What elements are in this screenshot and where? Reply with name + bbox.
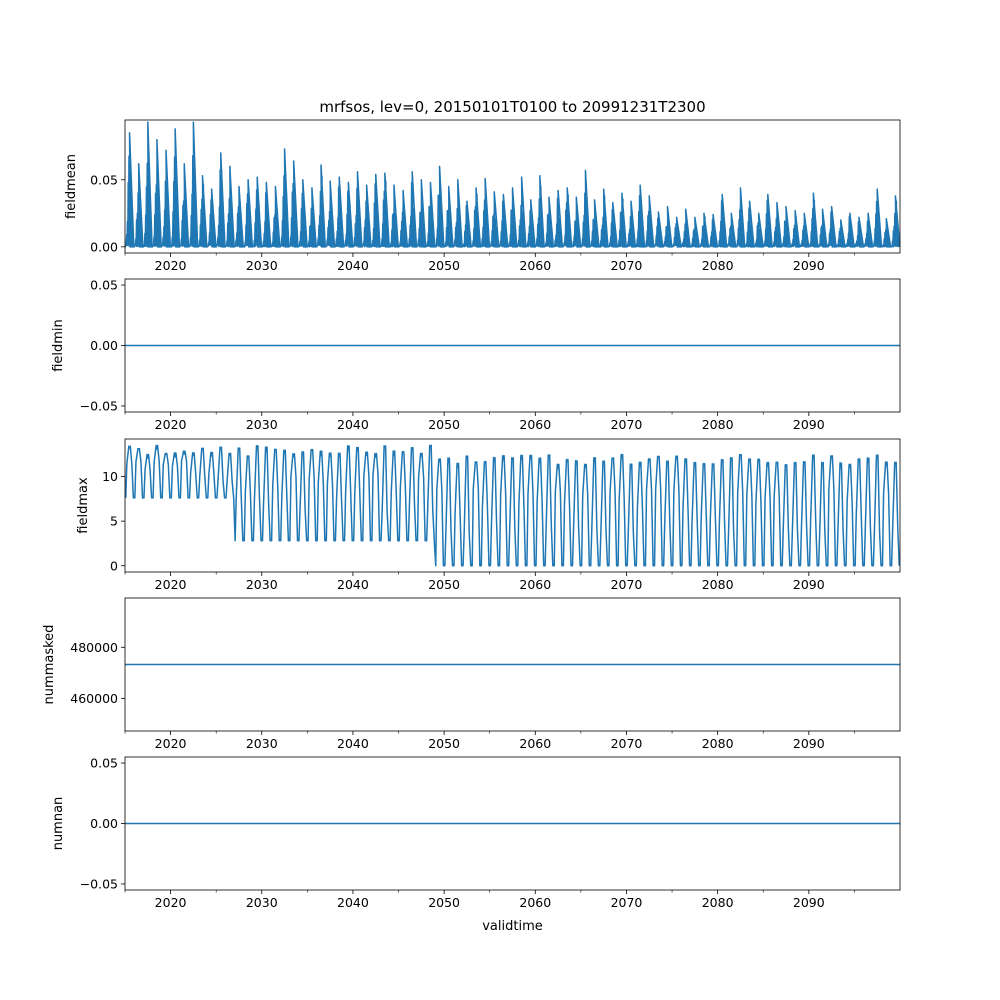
x-tick-label: 2090 — [793, 417, 825, 432]
x-tick-label: 2030 — [246, 895, 278, 910]
y-tick-label: 0.05 — [90, 278, 118, 293]
x-tick-label: 2080 — [702, 736, 734, 751]
x-tick-label: 2070 — [611, 736, 643, 751]
y-axis-label: numnan — [51, 797, 66, 851]
x-tick-label: 2020 — [155, 258, 187, 273]
x-tick-label: 2080 — [702, 258, 734, 273]
y-tick-label: 480000 — [70, 640, 118, 655]
x-tick-label: 2070 — [611, 417, 643, 432]
y-tick-label: 0.00 — [90, 816, 118, 831]
x-tick-label: 2030 — [246, 258, 278, 273]
x-tick-label: 2090 — [793, 258, 825, 273]
y-tick-label: 10 — [102, 469, 118, 484]
subplot-numnan: 2020 2030 2040 2050 2060 2070 2080 2090 −0.05 0.0… — [51, 756, 901, 910]
x-tick-label: 2060 — [519, 258, 551, 273]
y-tick-label: 5 — [110, 514, 118, 529]
subplots: 2020 2030 2040 2050 2060 2070 2080 2090 0.00 0.05… — [42, 119, 901, 910]
x-tick-label: 2050 — [428, 577, 460, 592]
y-tick-label: −0.05 — [80, 398, 118, 413]
axes-frame — [124, 119, 901, 254]
x-tick-label: 2040 — [337, 417, 369, 432]
series-line-fieldmean — [124, 121, 901, 248]
y-tick-label: 0 — [110, 558, 118, 573]
x-tick-label: 2080 — [702, 417, 734, 432]
x-axis-label: validtime — [482, 919, 543, 934]
x-tick-label: 2090 — [793, 577, 825, 592]
y-tick-label: 0.00 — [90, 338, 118, 353]
x-tick-label: 2090 — [793, 895, 825, 910]
x-tick-label: 2020 — [155, 577, 187, 592]
x-tick-label: 2030 — [246, 736, 278, 751]
subplot-nummasked: 2020 2030 2040 2050 2060 2070 2080 2090 460000 48… — [42, 597, 901, 751]
x-tick-label: 2070 — [611, 577, 643, 592]
axes-frame — [124, 438, 901, 573]
x-tick-label: 2070 — [611, 895, 643, 910]
x-tick-label: 2080 — [702, 895, 734, 910]
x-tick-label: 2060 — [519, 895, 551, 910]
subplot-fieldmean: 2020 2030 2040 2050 2060 2070 2080 2090 0.00 0.05… — [64, 119, 901, 273]
x-tick-label: 2030 — [246, 577, 278, 592]
x-tick-label: 2050 — [428, 895, 460, 910]
figure-title: mrfsos, lev=0, 20150101T0100 to 20991231… — [319, 98, 705, 116]
x-tick-label: 2070 — [611, 258, 643, 273]
y-tick-label: 0.05 — [90, 756, 118, 771]
y-tick-label: 460000 — [70, 691, 118, 706]
y-axis-label: fieldmean — [64, 154, 79, 219]
x-tick-label: 2060 — [519, 577, 551, 592]
x-tick-label: 2020 — [155, 895, 187, 910]
y-tick-label: −0.05 — [80, 876, 118, 891]
x-tick-label: 2030 — [246, 417, 278, 432]
x-tick-label: 2050 — [428, 258, 460, 273]
y-axis-label: fieldmax — [76, 477, 91, 534]
x-tick-label: 2040 — [337, 736, 369, 751]
y-axis-label: nummasked — [42, 625, 57, 705]
axes-frame — [124, 597, 901, 732]
x-tick-label: 2060 — [519, 736, 551, 751]
x-tick-label: 2080 — [702, 577, 734, 592]
x-tick-label: 2050 — [428, 736, 460, 751]
x-tick-label: 2040 — [337, 577, 369, 592]
x-tick-label: 2040 — [337, 895, 369, 910]
x-tick-label: 2020 — [155, 736, 187, 751]
series-line-fieldmax — [124, 444, 901, 567]
x-tick-label: 2050 — [428, 417, 460, 432]
x-tick-label: 2090 — [793, 736, 825, 751]
subplot-fieldmax: 2020 2030 2040 2050 2060 2070 2080 2090 0 5 10 fiel… — [76, 438, 901, 592]
y-axis-label: fieldmin — [51, 319, 66, 372]
x-tick-label: 2060 — [519, 417, 551, 432]
subplot-fieldmin: 2020 2030 2040 2050 2060 2070 2080 2090 −0.05 0.0… — [51, 278, 901, 432]
x-tick-label: 2020 — [155, 417, 187, 432]
y-tick-label: 0.05 — [90, 172, 118, 187]
x-tick-label: 2040 — [337, 258, 369, 273]
y-tick-label: 0.00 — [90, 239, 118, 254]
